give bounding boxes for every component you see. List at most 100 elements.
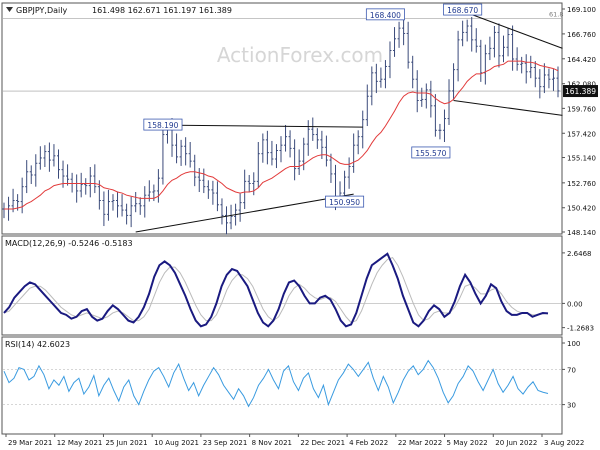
price-bar	[311, 117, 315, 141]
price-bar	[43, 145, 47, 167]
price-bar	[225, 206, 229, 235]
price-annotation: 158.190	[143, 118, 183, 131]
ohlc-readout: 161.498 162.671 161.197 161.389	[92, 6, 232, 15]
price-header: GBPJPY,Daily 161.498 162.671 161.197 161…	[6, 6, 232, 15]
price-bar	[206, 180, 210, 199]
price-bar	[397, 21, 401, 48]
price-bar	[284, 124, 288, 152]
price-bar	[247, 174, 251, 193]
price-bar	[11, 188, 15, 213]
price-bar	[461, 20, 465, 47]
price-bar	[138, 197, 142, 215]
x-tick-label: 25 Jun 2021	[105, 439, 147, 447]
x-tick-label: 23 Sep 2021	[203, 439, 247, 447]
price-y-tick-label: 150.420	[567, 205, 596, 213]
price-bar	[406, 21, 410, 69]
price-bar	[288, 130, 292, 158]
price-bar	[25, 160, 29, 194]
price-bar	[356, 130, 360, 155]
price-bar	[184, 137, 188, 166]
price-bar	[551, 69, 555, 91]
price-bar	[34, 154, 38, 187]
price-y-tick-label: 169.100	[567, 6, 596, 14]
rsi-y-tick-label: 30	[567, 402, 576, 410]
price-y-tick-label: 155.140	[567, 155, 596, 163]
price-bar	[84, 178, 88, 195]
price-bar	[429, 80, 433, 118]
price-bar	[293, 139, 297, 181]
x-tick-label: 8 Nov 2021	[252, 439, 292, 447]
price-bar	[420, 87, 424, 107]
price-bar	[88, 166, 92, 198]
price-bar	[538, 69, 542, 99]
rsi-y-tick-label: 100	[567, 340, 580, 348]
price-bar	[438, 123, 442, 140]
macd-y-tick-label: -1.2683	[567, 325, 594, 333]
price-bar	[452, 63, 456, 100]
trendline	[462, 10, 563, 49]
price-bar	[179, 139, 183, 166]
price-bar	[393, 27, 397, 57]
price-bar	[38, 146, 42, 170]
price-bar	[134, 191, 138, 213]
x-tick-label: 12 May 2021	[57, 439, 103, 447]
price-bar	[474, 28, 478, 53]
price-bar	[524, 54, 528, 84]
price-bar	[433, 94, 437, 137]
price-bar	[411, 55, 415, 89]
price-bar	[243, 169, 247, 210]
price-bar	[238, 193, 242, 222]
price-y-tick-label: 166.760	[567, 31, 596, 39]
price-y-tick-label: 159.760	[567, 105, 596, 113]
price-bar	[465, 19, 469, 42]
price-bar	[193, 154, 197, 187]
x-tick-label: 20 Jun 2022	[495, 439, 537, 447]
price-bar	[547, 68, 551, 89]
macd-y-tick-label: 0.00	[567, 300, 583, 308]
macd-signal-line	[3, 256, 549, 324]
macd-y-tick-label: 2.6468	[567, 250, 592, 258]
price-bar	[161, 122, 165, 185]
price-bar	[402, 19, 406, 46]
rsi-label: RSI(14) 42.6023	[5, 340, 70, 349]
price-bar	[29, 165, 33, 185]
macd-label: MACD(12,26,9) -0.5246 -0.5183	[5, 239, 133, 248]
price-bar	[202, 168, 206, 194]
symbol-label: GBPJPY,Daily	[16, 6, 67, 15]
price-bar	[270, 140, 274, 166]
price-panel	[1, 2, 563, 235]
price-bar	[52, 144, 56, 167]
price-bar	[261, 133, 265, 163]
rsi-layer: 100 70 30	[3, 340, 580, 410]
price-bar	[188, 141, 192, 168]
price-bar	[175, 133, 179, 164]
svg-text:158.190: 158.190	[147, 121, 178, 130]
price-bar	[315, 128, 319, 149]
price-bar	[66, 164, 70, 186]
price-y-tick-label: 148.140	[567, 229, 596, 237]
price-bar	[56, 149, 60, 179]
price-bar	[533, 61, 537, 88]
rsi-panel	[1, 336, 563, 435]
price-bar	[456, 30, 460, 82]
price-bar	[415, 70, 419, 113]
price-bar	[347, 157, 351, 189]
watermark: ActionForex.com	[217, 43, 383, 67]
price-bar	[424, 83, 428, 109]
price-bar	[197, 168, 201, 192]
price-bar	[129, 196, 133, 228]
last-price-label: 161.389	[565, 87, 596, 96]
price-bar	[143, 186, 147, 218]
price-bar	[361, 110, 365, 149]
price-bar	[229, 204, 233, 230]
price-bar	[506, 28, 510, 57]
macd-panel	[1, 235, 563, 336]
x-tick-label: 22 Dec 2021	[300, 439, 345, 447]
collapse-triangle-icon	[6, 7, 13, 12]
svg-text:168.400: 168.400	[370, 11, 401, 20]
price-bar	[256, 141, 260, 188]
price-bar	[324, 135, 328, 167]
price-bar	[47, 142, 51, 172]
price-y-tick-label: 162.080	[567, 81, 596, 89]
